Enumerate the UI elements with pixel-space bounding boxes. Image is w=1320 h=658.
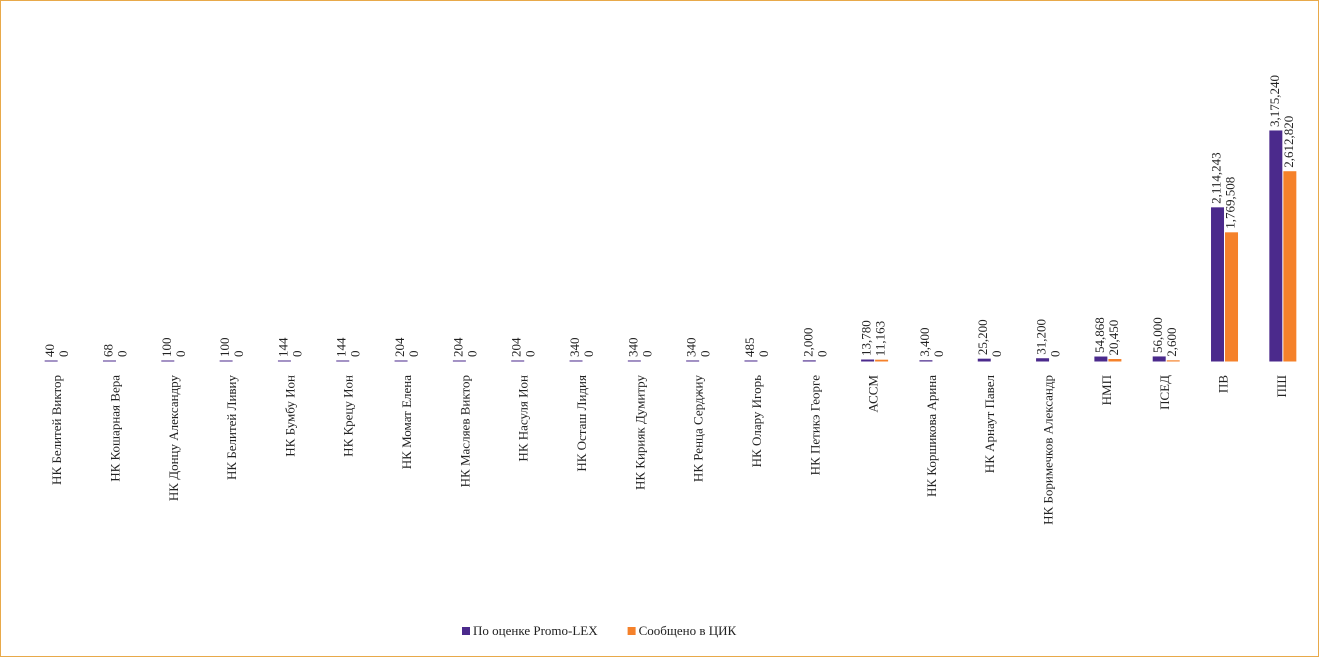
x-tick-label: НК Ренца Серджиу	[691, 375, 706, 483]
data-label: 340	[684, 337, 699, 357]
legend-swatch	[627, 627, 636, 635]
data-label: 0	[114, 351, 129, 358]
x-tick-label: ПШ	[1274, 375, 1289, 398]
x-tick-label: НК Момат Елена	[399, 375, 414, 469]
data-label: 20,450	[1106, 320, 1121, 356]
x-tick-label: НК Арнаут Павел	[982, 375, 997, 474]
data-label: 3,175,240	[1267, 75, 1282, 127]
bar	[977, 358, 991, 362]
data-label: 13,780	[859, 320, 874, 356]
bar	[1225, 232, 1239, 362]
data-label: 3,400	[917, 328, 932, 357]
x-tick-label: НК Кошарная Вера	[107, 375, 122, 482]
data-label: 2,600	[1164, 328, 1179, 357]
x-tick-label: НК Масляев Виктор	[457, 375, 472, 487]
data-label: 25,200	[975, 319, 990, 355]
data-label: 0	[231, 351, 246, 358]
x-tick-label: НК Белитей Виктор	[49, 375, 64, 485]
data-label: 0	[814, 351, 829, 358]
x-tick-label: НК Крецу Ион	[341, 375, 356, 457]
x-tick-label: НК Осташ Лидия	[574, 375, 589, 472]
data-label: 11,163	[873, 321, 888, 356]
x-tick-label: ПСЕД	[1157, 375, 1172, 410]
x-tick-label: НК Донцу Александру	[166, 375, 181, 502]
data-label: 0	[464, 351, 479, 358]
data-label: 0	[289, 351, 304, 358]
data-label: 144	[275, 337, 290, 357]
data-label: 68	[100, 344, 115, 357]
data-label: 0	[406, 351, 421, 358]
data-label: 204	[392, 337, 407, 357]
data-label: 40	[42, 344, 57, 357]
bar	[1036, 358, 1050, 362]
legend-label: Сообщено в ЦИК	[639, 623, 737, 638]
data-label: 204	[509, 337, 524, 357]
data-label: 100	[217, 337, 232, 357]
x-tick-label: НК Петикэ Георге	[807, 375, 822, 476]
data-label: 2,000	[800, 328, 815, 357]
data-label: 0	[698, 351, 713, 358]
data-label: 144	[334, 337, 349, 357]
bar	[1283, 171, 1297, 362]
x-tick-label: НМП	[1099, 375, 1114, 405]
data-label: 0	[523, 351, 538, 358]
x-tick-label: НК Олару Игорь	[749, 375, 764, 467]
data-label: 0	[989, 351, 1004, 358]
bar	[1269, 130, 1283, 362]
x-tick-label: НК Коршикова Арина	[924, 375, 939, 497]
bar	[875, 359, 889, 362]
data-label: 56,000	[1150, 317, 1165, 353]
data-label: 0	[56, 351, 71, 358]
x-tick-label: НК Белитей Ливиу	[224, 375, 239, 481]
bar	[1094, 356, 1108, 362]
data-label: 485	[742, 337, 757, 357]
data-label: 340	[625, 337, 640, 357]
data-label: 0	[348, 351, 363, 358]
data-label: 31,200	[1034, 319, 1049, 355]
data-label: 2,114,243	[1209, 152, 1224, 204]
data-label: 340	[567, 337, 582, 357]
data-label: 1,769,508	[1223, 177, 1238, 229]
data-label: 0	[173, 351, 188, 358]
bar	[1108, 359, 1122, 362]
x-tick-label: НК Кирияк Думитру	[632, 375, 647, 490]
data-label: 0	[581, 351, 596, 358]
data-label: 54,868	[1092, 317, 1107, 353]
data-label: 0	[931, 351, 946, 358]
x-tick-label: НК Насуля Ион	[516, 375, 531, 462]
x-tick-label: ПВ	[1216, 375, 1231, 393]
x-tick-label: АССМ	[866, 375, 881, 413]
data-label: 0	[1048, 351, 1063, 358]
data-label: 100	[159, 337, 174, 357]
bar	[861, 359, 875, 362]
bar	[1211, 207, 1225, 362]
legend-swatch	[462, 627, 470, 635]
data-label: 204	[450, 337, 465, 357]
data-label: 0	[639, 351, 654, 358]
bar	[1152, 356, 1166, 362]
x-tick-label: НК Бумбу Ион	[282, 375, 297, 457]
x-tick-label: НК Боримечков Александр	[1041, 375, 1056, 525]
data-label: 2,612,820	[1281, 116, 1296, 168]
data-label: 0	[756, 351, 771, 358]
legend-label: По оценке Promo-LEX	[473, 623, 598, 638]
